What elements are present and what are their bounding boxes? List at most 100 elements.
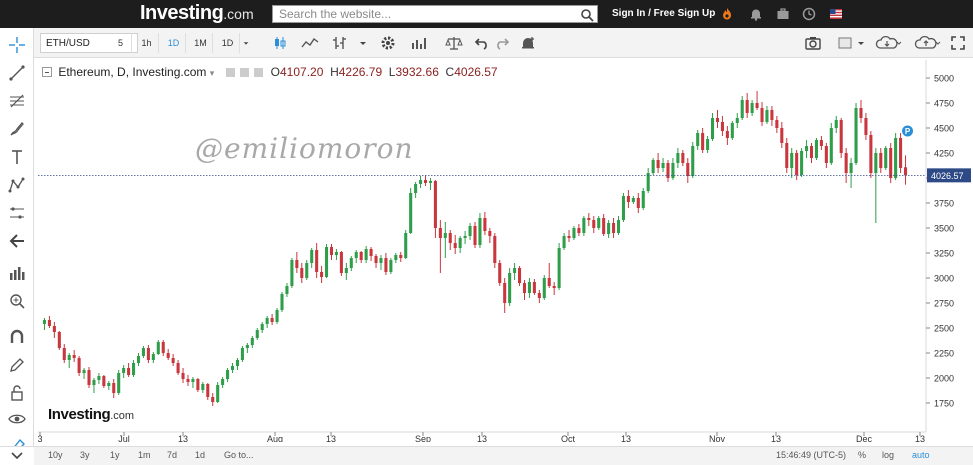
candle-body[interactable]	[428, 181, 432, 183]
timeframe-dropdown[interactable]	[240, 33, 252, 53]
candle-body[interactable]	[621, 196, 625, 220]
candle-body[interactable]	[334, 252, 338, 255]
candle-body[interactable]	[226, 370, 230, 379]
timeframe-button[interactable]: 1D	[216, 33, 240, 53]
candle-body[interactable]	[701, 133, 705, 150]
candle-body[interactable]	[691, 146, 695, 176]
undo-button[interactable]	[473, 34, 491, 52]
candle-body[interactable]	[354, 252, 358, 258]
candle-body[interactable]	[82, 370, 86, 373]
candle-body[interactable]	[156, 342, 160, 354]
settings-button[interactable]	[379, 34, 397, 52]
candle-body[interactable]	[805, 146, 809, 151]
lock-tool[interactable]	[6, 382, 28, 404]
candle-body[interactable]	[532, 282, 536, 293]
candle-body[interactable]	[310, 250, 314, 263]
candle-body[interactable]	[92, 380, 96, 385]
candle-body[interactable]	[433, 181, 437, 228]
legend-gear-icon[interactable]	[239, 68, 249, 77]
crosshair-tool[interactable]	[6, 34, 28, 56]
candle-body[interactable]	[864, 118, 868, 135]
candle-body[interactable]	[384, 258, 388, 272]
candle-body[interactable]	[874, 153, 878, 173]
candle-body[interactable]	[854, 108, 858, 163]
candle-body[interactable]	[522, 283, 527, 293]
candle-body[interactable]	[107, 383, 111, 386]
legend-close-icon[interactable]	[254, 68, 264, 77]
candle-body[interactable]	[849, 163, 853, 173]
candle-body[interactable]	[57, 332, 61, 348]
candle-body[interactable]	[572, 228, 576, 238]
candle-body[interactable]	[824, 146, 828, 163]
timeframe-button[interactable]: 1D	[162, 33, 186, 53]
timeframe-button[interactable]: 5	[110, 33, 132, 53]
visibility-tool[interactable]	[6, 408, 28, 430]
candle-body[interactable]	[122, 368, 126, 373]
candle-body[interactable]	[414, 184, 418, 193]
candle-body[interactable]	[834, 120, 838, 128]
candle-body[interactable]	[859, 108, 863, 118]
candle-body[interactable]	[275, 310, 279, 322]
color-picker-button[interactable]	[836, 34, 854, 52]
chart-type-dropdown[interactable]	[354, 34, 372, 52]
candle-body[interactable]	[404, 233, 408, 258]
candle-body[interactable]	[102, 376, 106, 386]
candle-body[interactable]	[191, 379, 195, 382]
candle-body[interactable]	[730, 123, 734, 138]
candle-body[interactable]	[245, 345, 249, 348]
candle-body[interactable]	[265, 318, 269, 324]
candle-body[interactable]	[537, 293, 541, 298]
candle-body[interactable]	[473, 226, 477, 245]
candle-body[interactable]	[87, 370, 91, 385]
candle-body[interactable]	[394, 255, 398, 260]
candle-body[interactable]	[681, 153, 685, 163]
candle-body[interactable]	[666, 163, 670, 178]
candle-body[interactable]	[315, 250, 319, 272]
search-input[interactable]	[272, 5, 598, 23]
timeframe-button[interactable]: 1M	[189, 33, 213, 53]
candle-body[interactable]	[221, 379, 225, 385]
timeframe-button[interactable]: 1h	[135, 33, 159, 53]
candle-body[interactable]	[631, 198, 635, 202]
candle-body[interactable]	[329, 247, 334, 255]
candle-body[interactable]	[869, 135, 873, 173]
candle-body[interactable]	[755, 103, 759, 108]
candle-body[interactable]	[547, 278, 551, 286]
candle-body[interactable]	[349, 258, 353, 268]
candle-body[interactable]	[409, 193, 413, 233]
event-marker[interactable]	[902, 125, 914, 137]
candle-body[interactable]	[646, 173, 650, 191]
candle-body[interactable]	[720, 122, 724, 131]
candle-body[interactable]	[508, 273, 512, 303]
chart-type-bars[interactable]	[331, 34, 349, 52]
candle-body[interactable]	[300, 268, 304, 278]
alert-button[interactable]	[519, 34, 537, 52]
candle-body[interactable]	[552, 286, 556, 288]
candle-body[interactable]	[295, 260, 299, 268]
candle-body[interactable]	[592, 220, 596, 228]
fire-icon[interactable]	[720, 7, 734, 21]
candle-body[interactable]	[651, 160, 655, 173]
candle-body[interactable]	[760, 108, 764, 122]
candle-body[interactable]	[176, 363, 180, 373]
candle-body[interactable]	[710, 118, 715, 139]
candle-body[interactable]	[696, 133, 700, 146]
candle-body[interactable]	[77, 358, 81, 373]
candle-body[interactable]	[735, 118, 739, 123]
candle-body[interactable]	[607, 223, 611, 234]
legend-dropdown-icon[interactable]: ▾	[209, 68, 215, 78]
candle-body[interactable]	[230, 366, 235, 370]
candle-body[interactable]	[706, 139, 710, 150]
candle-body[interactable]	[775, 120, 779, 128]
percent-toggle[interactable]: %	[858, 450, 867, 460]
candle-body[interactable]	[181, 373, 185, 379]
candle-body[interactable]	[770, 110, 774, 120]
range-button[interactable]: 7d	[167, 450, 178, 460]
candle-body[interactable]	[206, 384, 210, 397]
magnet-tool[interactable]	[6, 326, 28, 348]
candle-body[interactable]	[423, 180, 428, 183]
candle-body[interactable]	[463, 236, 467, 238]
candle-body[interactable]	[132, 363, 136, 375]
candle-body[interactable]	[146, 348, 150, 360]
candle-body[interactable]	[325, 247, 329, 277]
